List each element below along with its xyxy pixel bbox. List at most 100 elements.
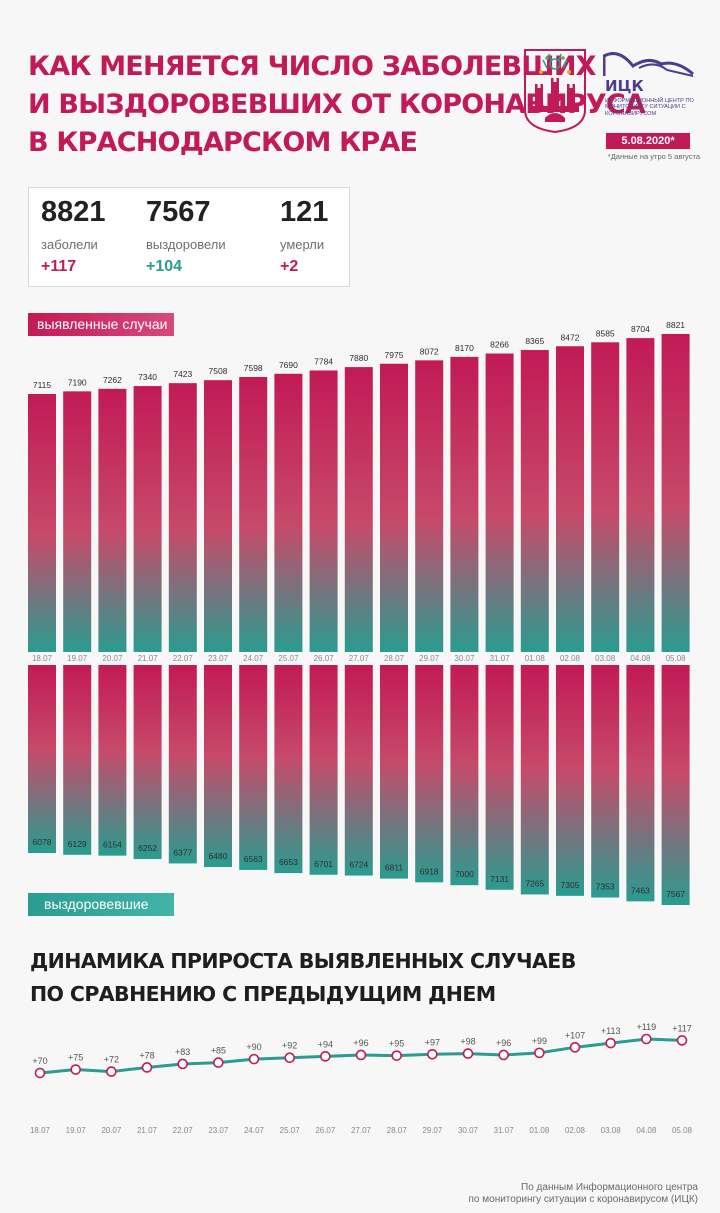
recovered-bar xyxy=(520,665,549,895)
recovered-bar-label: 6480 xyxy=(209,851,228,861)
cases-bar-label: 8266 xyxy=(490,340,509,350)
bar-date-label: 02.08 xyxy=(560,654,581,663)
recovered-bar xyxy=(133,665,162,860)
recovered-bar-label: 6563 xyxy=(244,854,263,864)
recovered-bar xyxy=(591,665,620,898)
bar-date-label: 04.08 xyxy=(630,654,651,663)
bar-date-label: 03.08 xyxy=(595,654,616,663)
growth-point-label: +90 xyxy=(246,1042,261,1052)
recovered-bar-label: 6918 xyxy=(420,866,439,876)
bar-date-label: 18.07 xyxy=(32,654,53,663)
stat-delta: +2 xyxy=(280,258,299,275)
bar-date-label: 22.07 xyxy=(173,654,194,663)
growth-date-label: 05.08 xyxy=(672,1126,693,1135)
growth-date-label: 24.07 xyxy=(244,1126,265,1135)
cases-bar-label: 7975 xyxy=(385,350,404,360)
bar-date-label: 05.08 xyxy=(666,654,687,663)
stat-value: 7567 xyxy=(146,196,211,228)
title-line-1: КАК МЕНЯЕТСЯ ЧИСЛО ЗАБОЛЕВШИХ xyxy=(28,51,596,82)
growth-point-label: +117 xyxy=(672,1023,692,1033)
growth-date-label: 03.08 xyxy=(601,1126,622,1135)
growth-point-label: +85 xyxy=(211,1046,226,1056)
recovered-bars: 6078 6129 6154 6252 6377 6480 6563 6653 6701 6724… xyxy=(28,665,690,905)
recovered-bar xyxy=(485,665,514,890)
growth-section-title: ДИНАМИКА ПРИРОСТА ВЫЯВЛЕННЫХ СЛУЧАЕВ ПО … xyxy=(30,945,576,1011)
growth-point xyxy=(641,1033,652,1045)
recovered-bar-label: 6701 xyxy=(314,859,333,869)
stat-value: 121 xyxy=(280,196,329,228)
cases-bar xyxy=(28,394,56,652)
growth-point-label: +107 xyxy=(565,1030,585,1040)
growth-point xyxy=(213,1057,224,1068)
growth-date-label: 01.08 xyxy=(529,1126,550,1135)
growth-point-label: +92 xyxy=(282,1041,297,1051)
ick-subtitle: Информационный центр по мониторингу ситу… xyxy=(605,98,694,117)
ick-name: ИЦК xyxy=(605,77,644,95)
recovered-bar xyxy=(661,665,690,905)
recovered-bar-label: 6811 xyxy=(385,863,404,873)
cases-bar xyxy=(344,367,373,652)
growth-point xyxy=(605,1037,616,1049)
date-note: *Данные на утро 5 августа xyxy=(607,152,700,161)
stat-delta: +104 xyxy=(146,258,183,275)
source-line-2: по мониторингу ситуации с коронавирусом … xyxy=(468,1194,699,1205)
growth-point xyxy=(284,1052,295,1064)
cases-bar xyxy=(556,346,584,652)
growth-point xyxy=(676,1035,688,1046)
recovered-bar-label: 7131 xyxy=(490,874,509,884)
cases-bar-label: 8704 xyxy=(631,324,650,334)
growth-point xyxy=(498,1049,509,1061)
growth-point-label: +96 xyxy=(353,1038,368,1048)
cases-bar-label: 7690 xyxy=(279,360,298,370)
growth-date-label: 21.07 xyxy=(137,1126,158,1135)
cases-bar xyxy=(63,391,92,652)
cases-bar-label: 7262 xyxy=(103,375,122,385)
cases-bar xyxy=(450,356,479,652)
growth-point-label: +98 xyxy=(460,1037,475,1047)
cases-bar xyxy=(239,377,268,652)
recovered-bar-label: 7000 xyxy=(455,869,474,879)
bar-date-label: 20.07 xyxy=(102,654,123,663)
recovered-bar xyxy=(239,665,268,870)
growth-date-label: 29.07 xyxy=(422,1126,443,1135)
cases-bar xyxy=(520,350,549,652)
recovered-bar xyxy=(98,665,127,856)
growth-point-label: +70 xyxy=(32,1056,47,1066)
recovered-bar xyxy=(415,665,444,883)
bar-date-label: 19.07 xyxy=(67,654,88,663)
cases-bar-label: 8170 xyxy=(455,343,474,353)
cases-bar-label: 7880 xyxy=(349,353,368,363)
cases-bar-label: 7190 xyxy=(68,377,87,387)
growth-date-label: 30.07 xyxy=(458,1126,479,1135)
growth-point xyxy=(70,1064,81,1075)
stat-delta: +117 xyxy=(41,258,77,275)
cases-bar xyxy=(380,363,408,652)
source-line-1: По данным Информационного центра xyxy=(521,1182,698,1193)
recovered-bar-label: 6154 xyxy=(103,840,122,850)
cases-bars: 7115 7190 7262 7340 7423 7508 7598 7690 7784 7880… xyxy=(28,320,690,652)
growth-date-label: 02.08 xyxy=(565,1126,586,1135)
stat-label: умерли xyxy=(280,237,325,252)
stat-label: выздоровели xyxy=(146,237,226,252)
krasnodar-emblem-icon xyxy=(524,49,586,134)
title-line-3: В КРАСНОДАРСКОМ КРАЕ xyxy=(28,127,418,158)
cases-bar xyxy=(415,360,444,652)
bar-date-label: 30.07 xyxy=(454,654,475,663)
growth-point-label: +96 xyxy=(496,1038,511,1048)
recovered-bar xyxy=(380,665,408,879)
recovered-bar-label: 6653 xyxy=(279,857,298,867)
bar-date-label: 21.07 xyxy=(138,654,159,663)
recovered-bar-label: 6129 xyxy=(68,839,87,849)
growth-date-label: 18.07 xyxy=(30,1126,51,1135)
growth-point-label: +113 xyxy=(601,1026,621,1036)
cases-bar xyxy=(98,388,127,652)
cases-bar-label: 7423 xyxy=(173,369,192,379)
growth-point-label: +94 xyxy=(318,1039,333,1049)
recovered-bar-label: 7463 xyxy=(631,885,650,895)
bar-date-label: 28.07 xyxy=(384,654,405,663)
recovered-bar xyxy=(450,665,479,886)
growth-point-label: +99 xyxy=(532,1036,547,1046)
growth-point xyxy=(427,1048,438,1060)
recovered-bar xyxy=(626,665,655,902)
recovered-bar-label: 6252 xyxy=(138,843,157,853)
